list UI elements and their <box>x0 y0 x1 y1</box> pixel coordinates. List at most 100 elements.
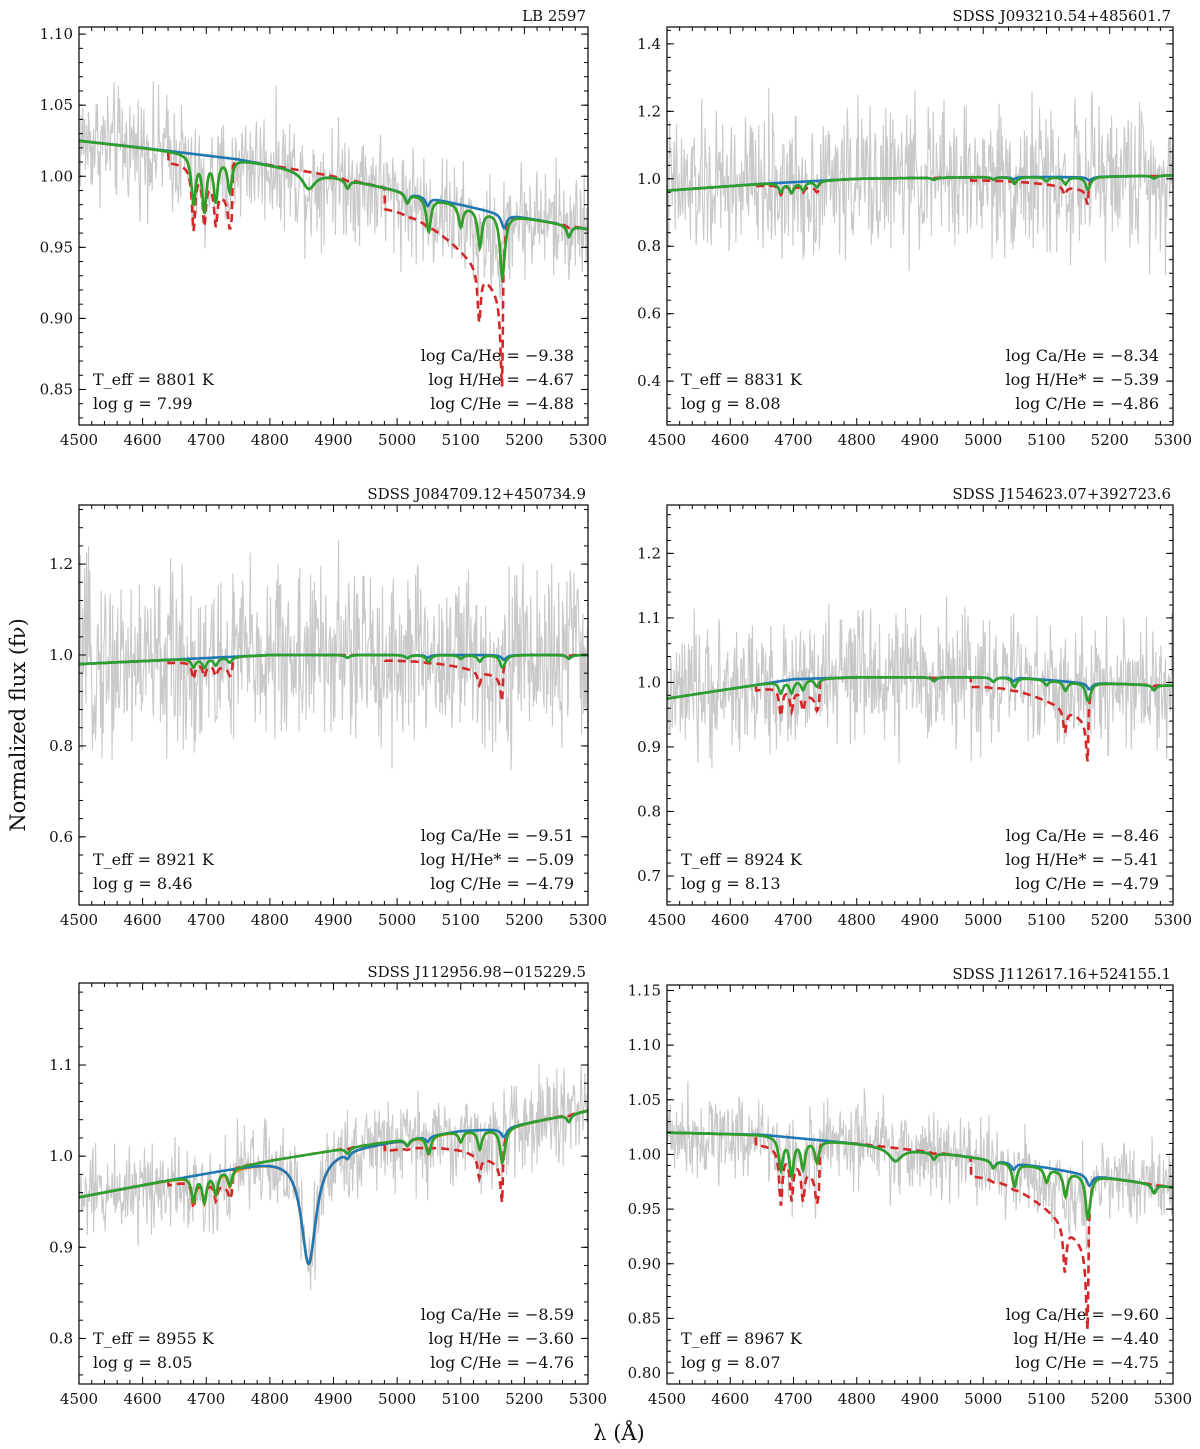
y-tick-label: 1.2 <box>49 555 73 573</box>
y-tick-label: 1.05 <box>40 96 73 114</box>
x-tick-label: 5200 <box>505 1390 543 1408</box>
y-tick-label: 1.1 <box>637 609 661 627</box>
spectrum-panel: 4500 4600 4700 4800 4900 5000 5100 5200 53000.80… <box>628 965 1193 1408</box>
model-dashed-red <box>79 1109 588 1209</box>
teff-label: T_eff = 8955 K <box>93 1329 215 1348</box>
x-tick-label: 4900 <box>901 431 939 449</box>
y-tick-label: 1.10 <box>628 1036 661 1054</box>
x-tick-label: 4500 <box>60 431 98 449</box>
panel-title: SDSS J112956.98−015229.5 <box>367 963 586 981</box>
y-tick-label: 0.95 <box>40 238 73 256</box>
y-tick-label: 0.6 <box>49 828 73 846</box>
x-tick-label: 4900 <box>314 1390 352 1408</box>
x-tick-label: 5300 <box>569 911 607 929</box>
observed-spectrum <box>79 540 588 771</box>
x-tick-label: 5200 <box>1091 431 1129 449</box>
panel-title: SDSS J112617.16+524155.1 <box>952 965 1171 983</box>
x-tick-label: 4600 <box>711 911 749 929</box>
spectrum-panel: 4500 4600 4700 4800 4900 5000 5100 5200 5300 0.4 0… <box>637 7 1192 449</box>
y-tick-label: 0.85 <box>40 380 73 398</box>
model-green <box>667 1131 1173 1222</box>
x-tick-label: 5300 <box>569 431 607 449</box>
spectrum-panel: 4500 4600 4700 4800 4900 5000 5100 5200 5300 0.6 0… <box>49 485 607 929</box>
c-abundance-label: log C/He = −4.88 <box>430 394 574 413</box>
model-green <box>79 1109 588 1207</box>
y-tick-label: 1.2 <box>637 102 661 120</box>
y-tick-label: 0.90 <box>40 309 73 327</box>
x-tick-label: 4600 <box>124 431 162 449</box>
x-tick-label: 4800 <box>251 431 289 449</box>
model-green <box>667 676 1173 702</box>
x-tick-label: 5000 <box>964 911 1002 929</box>
x-tick-label: 4900 <box>314 911 352 929</box>
c-abundance-label: log C/He = −4.86 <box>1015 394 1159 413</box>
panel-title: SDSS J154623.07+392723.6 <box>952 485 1171 503</box>
ca-abundance-label: log Ca/He = −8.46 <box>1006 826 1159 845</box>
logg-label: log g = 8.08 <box>681 394 781 413</box>
x-tick-label: 4500 <box>648 911 686 929</box>
x-tick-label: 4600 <box>124 1390 162 1408</box>
x-tick-label: 4800 <box>838 431 876 449</box>
c-abundance-label: log C/He = −4.76 <box>430 1353 574 1372</box>
ca-abundance-label: log Ca/He = −8.34 <box>1006 346 1159 365</box>
logg-label: log g = 8.05 <box>93 1353 193 1372</box>
y-tick-label: 1.10 <box>40 25 73 43</box>
x-tick-label: 5100 <box>442 1390 480 1408</box>
spectrum-panel: 4500 4600 4700 4800 4900 5000 5100 5200 5300 0.85… <box>40 7 608 449</box>
x-tick-label: 5000 <box>378 911 416 929</box>
x-tick-label: 5100 <box>1027 431 1065 449</box>
logg-label: log g = 7.99 <box>93 394 193 413</box>
x-tick-label: 5000 <box>964 1390 1002 1408</box>
h-abundance-label: log H/He* = −5.09 <box>421 850 574 869</box>
teff-label: T_eff = 8801 K <box>93 370 215 389</box>
model-green <box>667 174 1173 196</box>
x-tick-label: 4800 <box>838 911 876 929</box>
spectrum-panel: 4500 4600 4700 4800 4900 5000 5100 5200 53000.80… <box>49 963 607 1408</box>
logg-label: log g = 8.13 <box>681 874 781 893</box>
teff-label: T_eff = 8831 K <box>681 370 803 389</box>
x-tick-label: 4900 <box>314 431 352 449</box>
y-tick-label: 1.00 <box>40 167 73 185</box>
h-abundance-label: log H/He = −4.40 <box>1014 1329 1159 1348</box>
x-tick-label: 5300 <box>569 1390 607 1408</box>
x-tick-label: 4900 <box>901 1390 939 1408</box>
y-tick-label: 0.8 <box>49 1329 73 1347</box>
y-tick-label: 1.15 <box>628 981 661 999</box>
x-tick-label: 4700 <box>774 911 812 929</box>
x-tick-label: 4600 <box>711 431 749 449</box>
x-tick-label: 4500 <box>60 1390 98 1408</box>
x-tick-label: 4500 <box>648 1390 686 1408</box>
x-tick-label: 5300 <box>1154 911 1192 929</box>
teff-label: T_eff = 8967 K <box>681 1329 803 1348</box>
x-tick-label: 5100 <box>442 911 480 929</box>
logg-label: log g = 8.46 <box>93 874 193 893</box>
x-tick-label: 5100 <box>1027 911 1065 929</box>
model-green <box>79 139 588 283</box>
y-tick-label: 1.05 <box>628 1091 661 1109</box>
logg-label: log g = 8.07 <box>681 1353 781 1372</box>
y-tick-label: 0.95 <box>628 1200 661 1218</box>
y-tick-label: 0.8 <box>49 737 73 755</box>
x-tick-label: 4600 <box>124 911 162 929</box>
c-abundance-label: log C/He = −4.79 <box>1015 874 1159 893</box>
x-tick-label: 5100 <box>1027 1390 1065 1408</box>
x-tick-label: 4700 <box>187 431 225 449</box>
observed-spectrum <box>79 1063 588 1291</box>
x-tick-label: 5000 <box>964 431 1002 449</box>
y-tick-label: 1.0 <box>49 646 73 664</box>
x-tick-label: 4600 <box>711 1390 749 1408</box>
y-tick-label: 0.9 <box>637 738 661 756</box>
model-green <box>79 653 588 670</box>
y-tick-label: 0.6 <box>637 305 661 323</box>
x-tick-label: 4800 <box>838 1390 876 1408</box>
x-tick-label: 5200 <box>505 431 543 449</box>
panel-title: LB 2597 <box>522 7 586 25</box>
ca-abundance-label: log Ca/He = −8.59 <box>421 1305 574 1324</box>
y-tick-label: 1.2 <box>637 544 661 562</box>
x-tick-label: 5300 <box>1154 1390 1192 1408</box>
y-tick-label: 0.85 <box>628 1309 661 1327</box>
y-tick-label: 0.8 <box>637 237 661 255</box>
x-tick-label: 5100 <box>442 431 480 449</box>
spectrum-panel: 4500 4600 4700 4800 4900 5000 5100 5200 5300 0.7 0… <box>637 485 1192 929</box>
